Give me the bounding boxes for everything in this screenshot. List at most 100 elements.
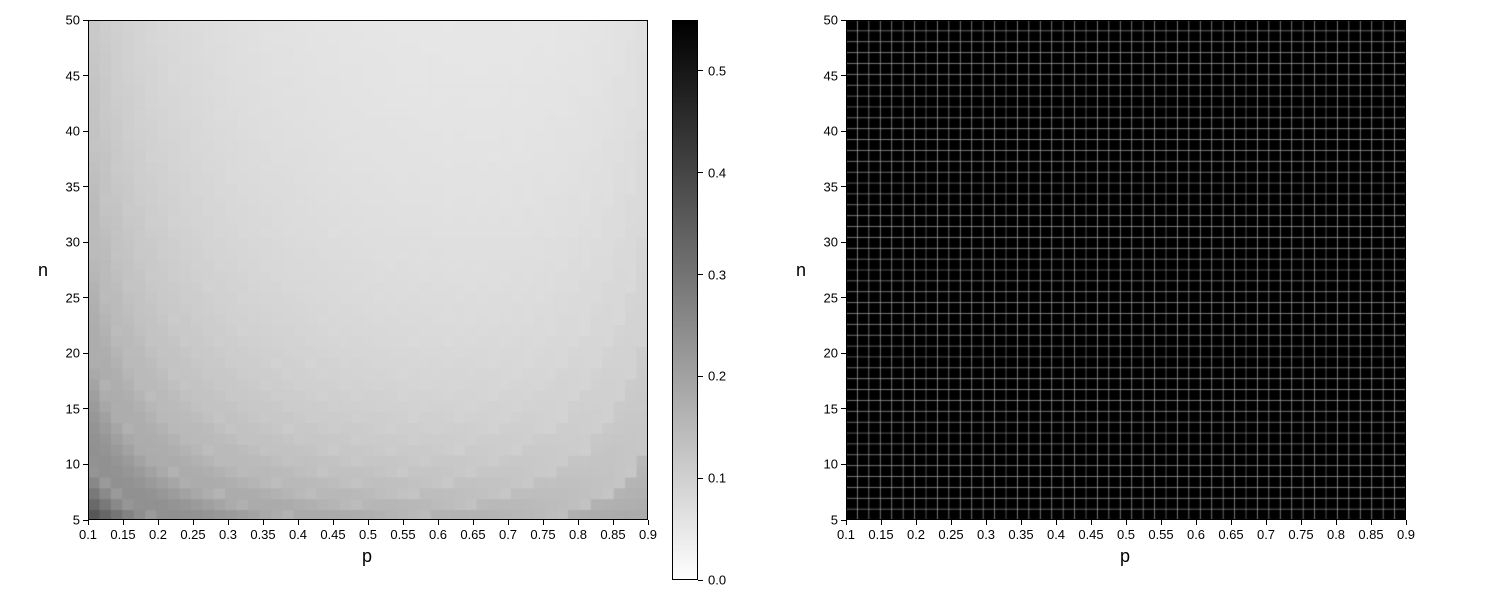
xtick-label: 0.65 (1218, 527, 1243, 542)
ytick (841, 186, 846, 187)
xtick-label: 0.15 (868, 527, 893, 542)
ytick-label: 40 (58, 124, 80, 139)
xtick (1266, 520, 1267, 525)
xtick-label: 0.8 (569, 527, 587, 542)
xtick-label: 0.45 (320, 527, 345, 542)
ytick (83, 131, 88, 132)
right-heatmap-panel (846, 20, 1406, 520)
xtick-label: 0.85 (600, 527, 625, 542)
colorbar-tick-label: 0.3 (708, 267, 726, 282)
xtick-label: 0.25 (180, 527, 205, 542)
xtick-label: 0.8 (1327, 527, 1345, 542)
xtick-label: 0.55 (1148, 527, 1173, 542)
xtick-label: 0.2 (907, 527, 925, 542)
colorbar-tick (698, 478, 703, 479)
xtick-label: 0.55 (390, 527, 415, 542)
xtick-label: 0.3 (219, 527, 237, 542)
ytick-label: 20 (816, 346, 838, 361)
xtick-label: 0.15 (110, 527, 135, 542)
xtick (88, 520, 89, 525)
left-ylabel: n (38, 260, 48, 281)
xtick-label: 0.9 (639, 527, 657, 542)
xtick (438, 520, 439, 525)
xtick (298, 520, 299, 525)
colorbar-tick (698, 274, 703, 275)
xtick-label: 0.25 (938, 527, 963, 542)
ytick-label: 10 (816, 457, 838, 472)
xtick (158, 520, 159, 525)
ytick-label: 15 (816, 401, 838, 416)
xtick (1161, 520, 1162, 525)
xtick-label: 0.35 (250, 527, 275, 542)
ytick-label: 15 (58, 401, 80, 416)
colorbar-canvas (672, 20, 698, 580)
ytick-label: 45 (58, 68, 80, 83)
ytick-label: 30 (816, 235, 838, 250)
ytick (841, 20, 846, 21)
ytick (841, 520, 846, 521)
colorbar-tick-label: 0.0 (708, 573, 726, 588)
left-heatmap-canvas (88, 20, 648, 520)
xtick-label: 0.65 (460, 527, 485, 542)
xtick (846, 520, 847, 525)
ytick (841, 242, 846, 243)
colorbar-tick-label: 0.4 (708, 165, 726, 180)
xtick (368, 520, 369, 525)
ytick-label: 10 (58, 457, 80, 472)
xtick-label: 0.4 (289, 527, 307, 542)
ytick (83, 520, 88, 521)
xtick (1406, 520, 1407, 525)
colorbar-tick (698, 172, 703, 173)
colorbar-tick (698, 580, 703, 581)
xtick-label: 0.45 (1078, 527, 1103, 542)
ytick-label: 45 (816, 68, 838, 83)
colorbar-tick (698, 376, 703, 377)
xtick (473, 520, 474, 525)
colorbar-tick-label: 0.2 (708, 369, 726, 384)
xtick (1196, 520, 1197, 525)
ytick-label: 30 (58, 235, 80, 250)
ytick-label: 25 (816, 290, 838, 305)
ytick-label: 20 (58, 346, 80, 361)
xtick-label: 0.5 (359, 527, 377, 542)
right-xlabel: p (1120, 546, 1130, 567)
colorbar-tick-label: 0.1 (708, 471, 726, 486)
xtick-label: 0.75 (1288, 527, 1313, 542)
ytick (841, 464, 846, 465)
xtick-label: 0.85 (1358, 527, 1383, 542)
xtick-label: 0.3 (977, 527, 995, 542)
xtick (1056, 520, 1057, 525)
xtick (543, 520, 544, 525)
xtick (333, 520, 334, 525)
xtick-label: 0.5 (1117, 527, 1135, 542)
xtick (263, 520, 264, 525)
ytick-label: 35 (816, 179, 838, 194)
xtick (1371, 520, 1372, 525)
xtick-label: 0.7 (1257, 527, 1275, 542)
xtick (578, 520, 579, 525)
ytick (83, 464, 88, 465)
xtick (123, 520, 124, 525)
ytick-label: 5 (816, 513, 838, 528)
colorbar-panel (672, 20, 698, 580)
ytick (841, 408, 846, 409)
ytick-label: 40 (816, 124, 838, 139)
ytick-label: 50 (816, 13, 838, 28)
xtick (916, 520, 917, 525)
ytick (83, 408, 88, 409)
colorbar-tick-label: 0.5 (708, 63, 726, 78)
xtick-label: 0.35 (1008, 527, 1033, 542)
xtick-label: 0.7 (499, 527, 517, 542)
xtick (228, 520, 229, 525)
ytick-label: 25 (58, 290, 80, 305)
ytick-label: 50 (58, 13, 80, 28)
xtick-label: 0.1 (79, 527, 97, 542)
ytick (83, 20, 88, 21)
xtick (1336, 520, 1337, 525)
ytick (83, 297, 88, 298)
xtick (1231, 520, 1232, 525)
xtick-label: 0.6 (429, 527, 447, 542)
ytick-label: 5 (58, 513, 80, 528)
ytick (841, 353, 846, 354)
left-xlabel: p (362, 546, 372, 567)
